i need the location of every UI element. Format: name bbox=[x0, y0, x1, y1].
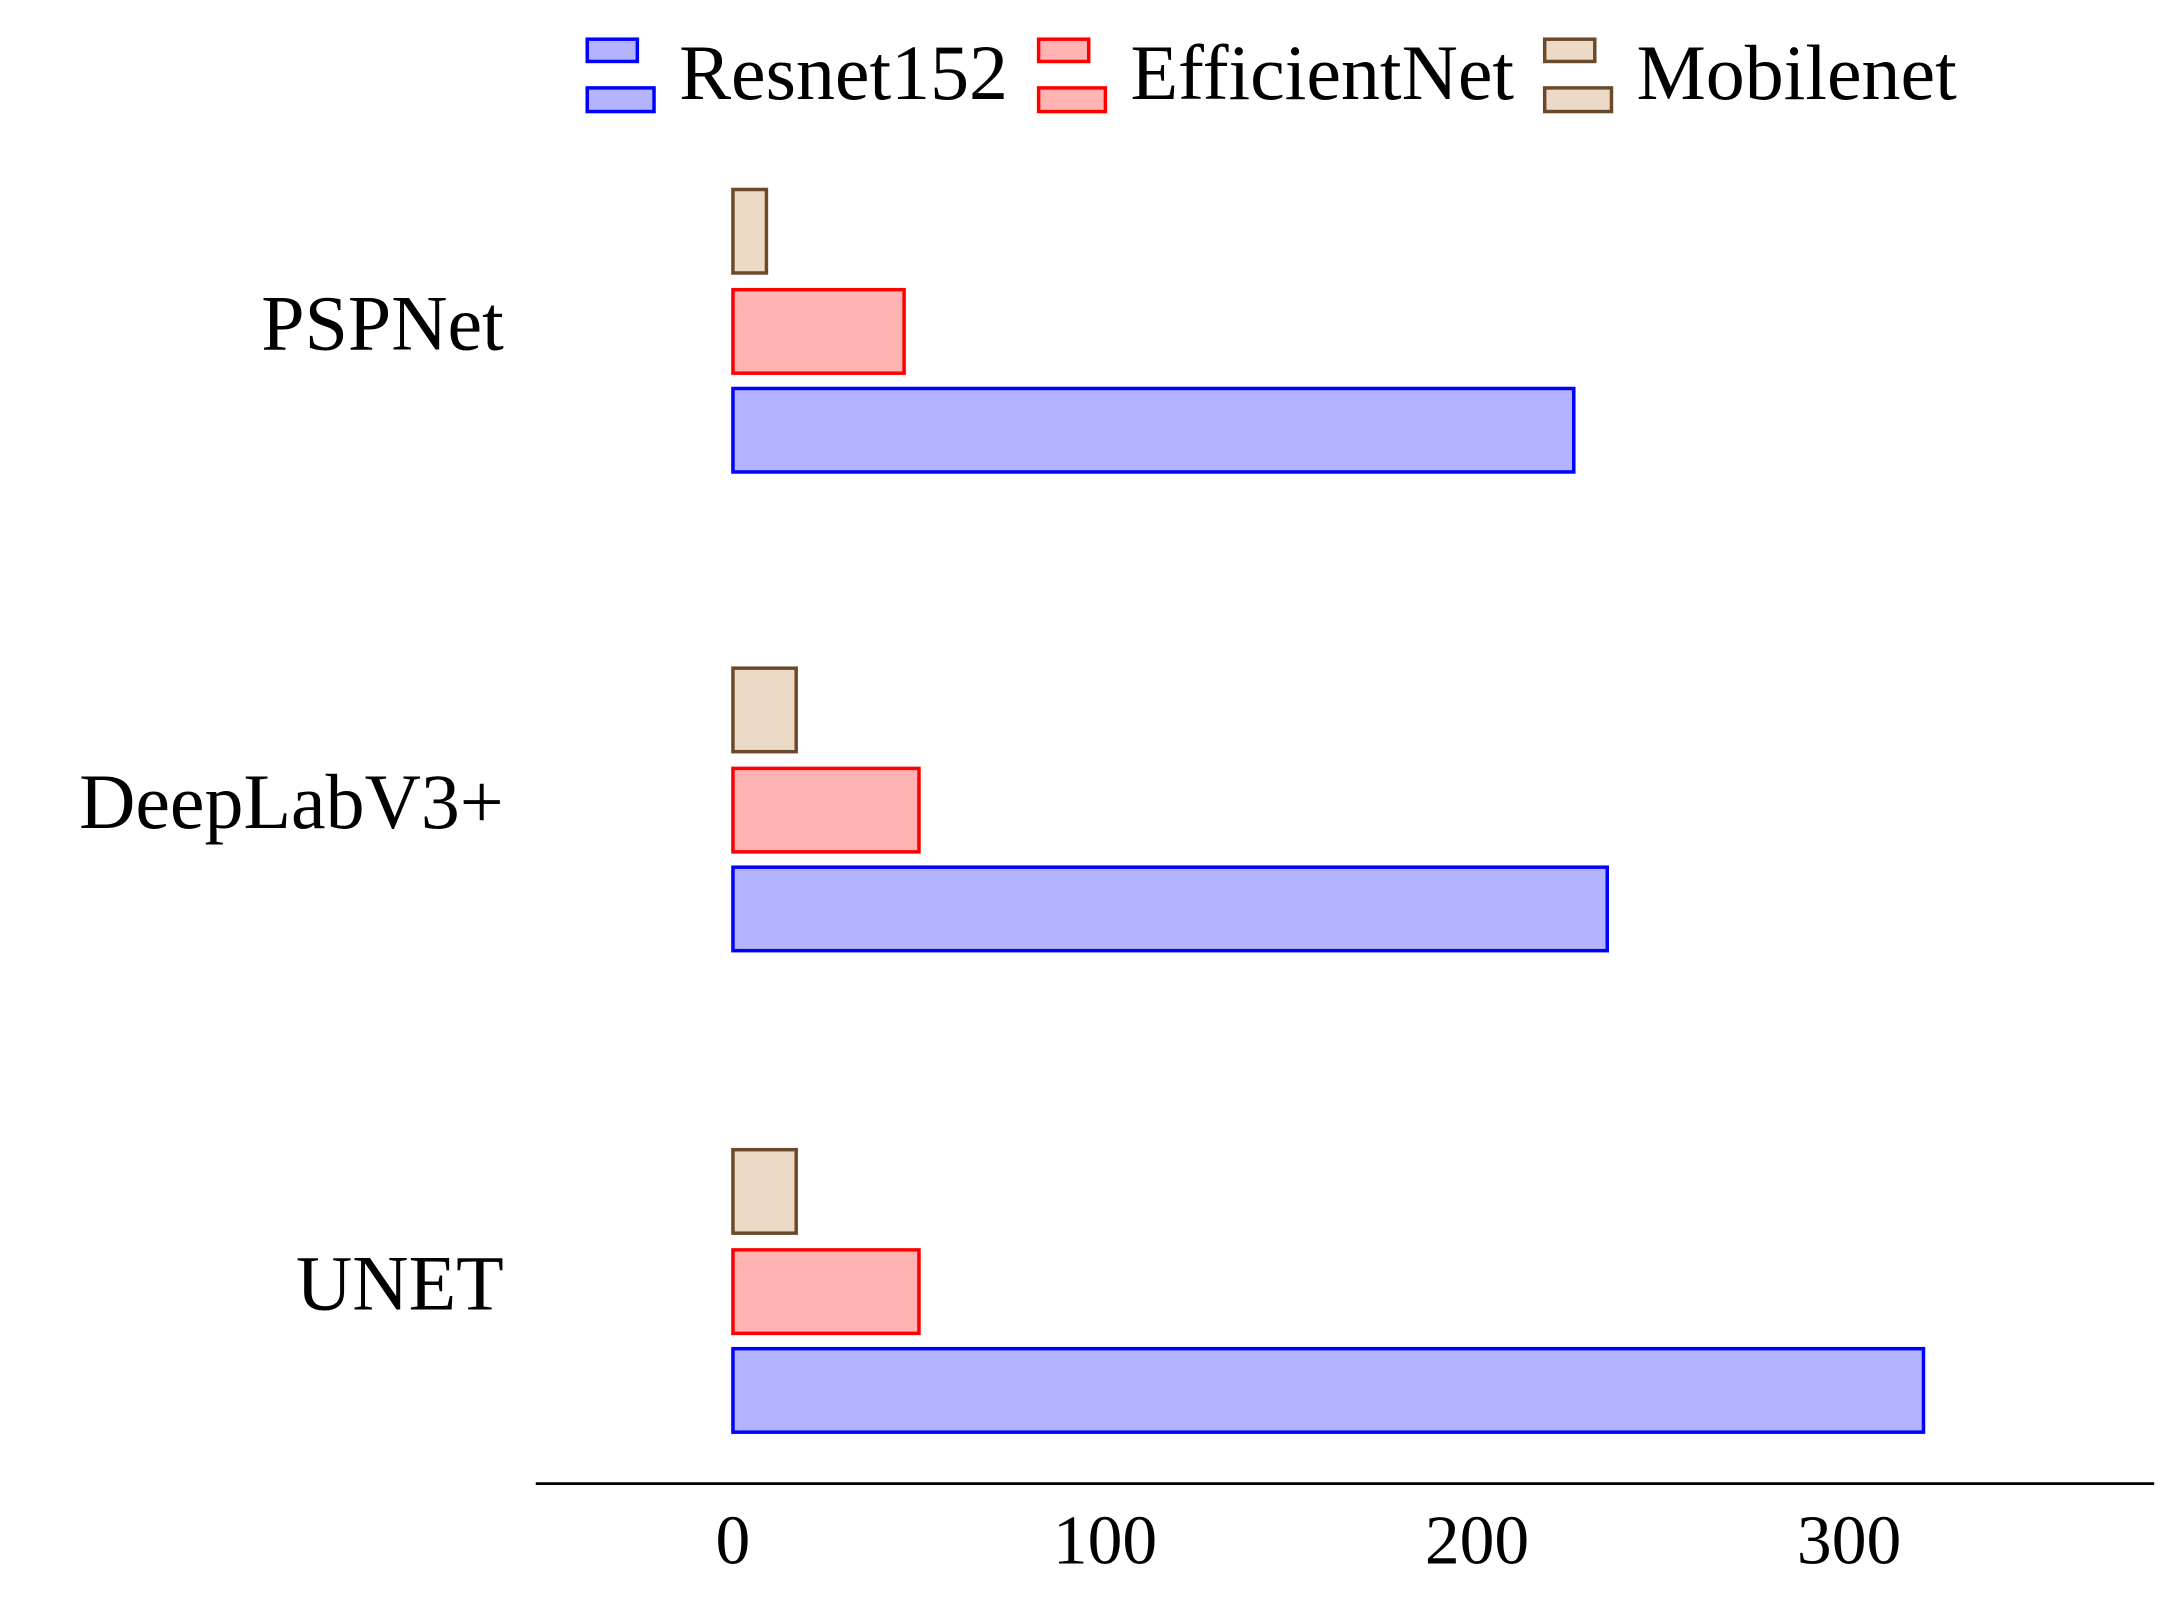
bar bbox=[731, 187, 769, 275]
legend-marker bbox=[1542, 37, 1597, 64]
legend-label: EfficientNet bbox=[1130, 30, 1514, 116]
bar bbox=[731, 386, 1576, 474]
bar bbox=[731, 766, 921, 854]
bar bbox=[731, 1346, 1926, 1434]
x-tick-label: 0 bbox=[716, 1503, 751, 1580]
x-tick-label: 300 bbox=[1797, 1503, 1901, 1580]
legend-marker bbox=[585, 86, 656, 114]
bar bbox=[731, 865, 1609, 953]
legend-label: Mobilenet bbox=[1637, 30, 1958, 116]
legend-marker bbox=[1542, 86, 1614, 114]
bar bbox=[731, 1248, 921, 1336]
legend-marker bbox=[585, 37, 640, 64]
y-tick-label: UNET bbox=[296, 1240, 504, 1326]
y-tick-label: DeepLabV3+ bbox=[79, 759, 504, 845]
legend-label: Resnet152 bbox=[679, 30, 1008, 116]
bar bbox=[731, 666, 798, 754]
bar bbox=[731, 1147, 798, 1235]
x-tick-label: 100 bbox=[1053, 1503, 1157, 1580]
legend-marker bbox=[1036, 37, 1091, 64]
x-tick-label: 200 bbox=[1425, 1503, 1529, 1580]
legend-marker bbox=[1036, 86, 1108, 114]
bar bbox=[731, 287, 906, 375]
y-tick-label: PSPNet bbox=[261, 280, 504, 366]
